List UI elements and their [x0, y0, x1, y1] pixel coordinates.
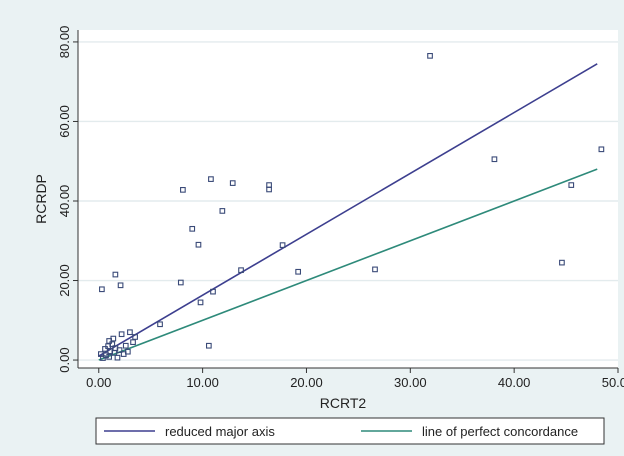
data-points [97, 52, 605, 361]
data-point [205, 342, 212, 349]
data-point [197, 299, 204, 306]
data-point [157, 321, 163, 328]
data-point [427, 52, 433, 59]
legend-label-reduced-major-axis: reduced major axis [165, 424, 275, 439]
data-point [219, 208, 226, 214]
y-tick-label: 0.00 [57, 347, 72, 372]
data-point [99, 286, 105, 293]
gridlines [78, 41, 618, 361]
legend: reduced major axis line of perfect conco… [95, 417, 605, 445]
legend-label-line-of-perfect-concordance: line of perfect concordance [422, 424, 578, 439]
x-tick-label: 0.00 [86, 375, 111, 390]
data-point [266, 186, 272, 193]
x-tick-label: 50.00 [602, 375, 624, 390]
x-tick-label: 30.00 [394, 375, 427, 390]
data-point [295, 268, 302, 275]
data-point [130, 339, 136, 346]
data-point [122, 342, 129, 349]
data-point [109, 341, 116, 347]
data-point [127, 329, 133, 336]
y-axis-label: RCRDP [33, 174, 49, 224]
y-tick-label: 40.00 [57, 185, 72, 218]
x-axis: 0.00 10.00 20.00 30.00 40.00 50.00 [78, 367, 624, 390]
data-point [598, 146, 605, 153]
data-point [189, 225, 196, 232]
y-tick-label: 20.00 [57, 264, 72, 297]
data-point [103, 352, 109, 359]
data-point [110, 335, 117, 342]
y-tick-label: 60.00 [57, 105, 72, 138]
y-tick-label: 80.00 [57, 26, 72, 59]
data-point [117, 282, 124, 289]
data-point [106, 354, 113, 360]
data-point [118, 331, 125, 338]
data-point [180, 187, 186, 193]
data-point [568, 182, 575, 188]
plot-area [78, 30, 618, 368]
data-point [114, 354, 121, 361]
x-axis-label: RCRT2 [320, 395, 367, 411]
data-point [559, 259, 565, 266]
legend-box [95, 417, 605, 445]
data-point [124, 348, 131, 355]
data-point [210, 288, 216, 295]
data-point [112, 271, 119, 278]
data-point [208, 176, 214, 182]
data-point [279, 242, 286, 248]
x-tick-label: 20.00 [290, 375, 323, 390]
x-tick-label: 10.00 [186, 375, 219, 390]
x-tick-label: 40.00 [498, 375, 531, 390]
y-axis: 0.00 20.00 40.00 60.00 80.00 [57, 26, 79, 373]
data-point [229, 180, 236, 186]
data-point [177, 279, 184, 286]
data-point [195, 241, 202, 248]
data-point [132, 334, 138, 340]
data-point [372, 266, 378, 273]
data-point [491, 156, 498, 163]
line-line-of-perfect-concordance [98, 168, 598, 361]
data-point [116, 347, 123, 353]
data-point [238, 267, 244, 274]
line-reduced-major-axis [98, 63, 598, 357]
fit-lines [98, 63, 598, 361]
